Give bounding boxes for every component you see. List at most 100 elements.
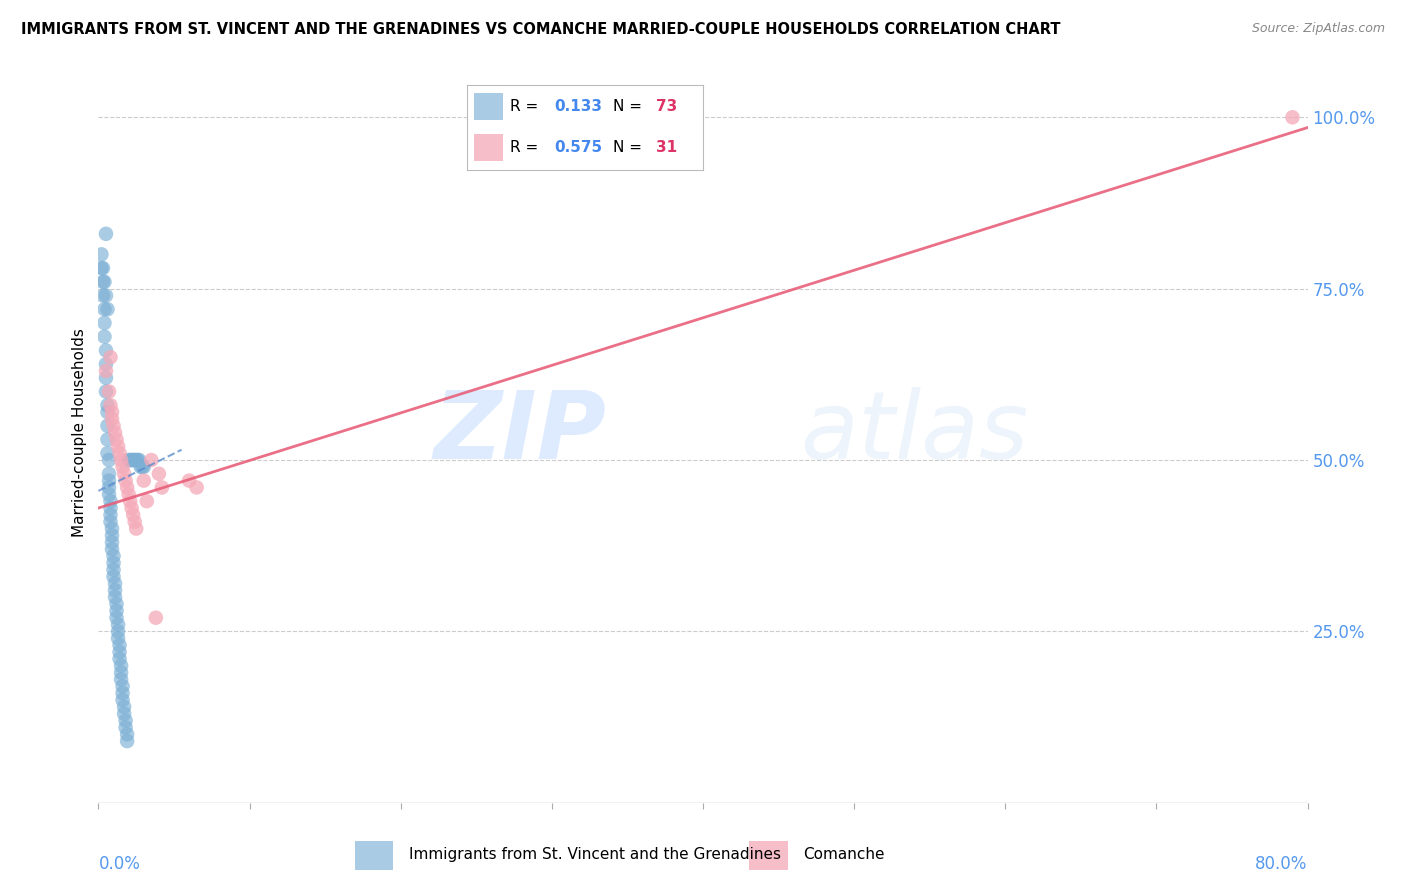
Point <box>111 693 134 707</box>
Point <box>125 522 148 536</box>
Point <box>93 329 115 343</box>
Point <box>105 597 128 611</box>
Text: Source: ZipAtlas.com: Source: ZipAtlas.com <box>1251 22 1385 36</box>
Point <box>101 522 124 536</box>
Point <box>94 343 117 358</box>
Text: 80.0%: 80.0% <box>1256 855 1308 872</box>
Point <box>96 418 118 433</box>
Point <box>96 433 118 447</box>
Point <box>110 665 132 680</box>
Point <box>110 658 132 673</box>
Point <box>132 459 155 474</box>
Point <box>103 418 125 433</box>
Point <box>91 288 114 302</box>
Point <box>107 439 129 453</box>
Point <box>110 673 132 687</box>
Point <box>98 467 121 481</box>
Point <box>125 453 148 467</box>
Point <box>98 480 121 494</box>
Text: ZIP: ZIP <box>433 386 606 479</box>
Point <box>107 624 129 639</box>
Point <box>98 453 121 467</box>
Point <box>94 371 117 385</box>
Point <box>98 384 121 399</box>
Point <box>100 515 122 529</box>
Point <box>115 734 138 748</box>
Point <box>100 501 122 516</box>
Point <box>127 453 149 467</box>
Point <box>112 467 135 481</box>
Point <box>104 425 127 440</box>
Point <box>96 398 118 412</box>
Point <box>108 638 131 652</box>
Point <box>118 453 141 467</box>
Point <box>145 610 167 624</box>
Point <box>128 453 150 467</box>
Point <box>1281 110 1303 124</box>
Point <box>120 453 142 467</box>
Point <box>132 474 155 488</box>
Point <box>118 487 141 501</box>
Point <box>93 302 115 317</box>
Point <box>96 446 118 460</box>
Point <box>112 706 135 721</box>
Point <box>94 357 117 371</box>
Point <box>100 508 122 522</box>
Point <box>100 350 122 364</box>
Point <box>103 569 125 583</box>
Point <box>101 542 124 557</box>
Point <box>111 679 134 693</box>
Point <box>108 645 131 659</box>
Point <box>90 247 112 261</box>
Point <box>124 453 146 467</box>
Point <box>107 617 129 632</box>
Point <box>186 480 208 494</box>
Point <box>103 556 125 570</box>
Point <box>107 632 129 646</box>
Point <box>101 535 124 549</box>
Point <box>148 467 170 481</box>
Point <box>141 453 163 467</box>
Point <box>101 412 124 426</box>
Point <box>103 563 125 577</box>
Point <box>93 275 115 289</box>
Point <box>90 261 112 276</box>
Text: atlas: atlas <box>800 387 1028 478</box>
Point <box>101 405 124 419</box>
Point <box>112 699 135 714</box>
Point <box>115 727 138 741</box>
Point <box>96 405 118 419</box>
Point <box>104 590 127 604</box>
Point <box>104 583 127 598</box>
Point <box>111 686 134 700</box>
Point <box>98 474 121 488</box>
Point <box>114 720 136 734</box>
Point <box>129 459 152 474</box>
Point <box>94 288 117 302</box>
Point <box>122 508 145 522</box>
Point <box>124 515 146 529</box>
Point <box>105 610 128 624</box>
Point <box>131 459 153 474</box>
Text: IMMIGRANTS FROM ST. VINCENT AND THE GRENADINES VS COMANCHE MARRIED-COUPLE HOUSEH: IMMIGRANTS FROM ST. VINCENT AND THE GREN… <box>21 22 1060 37</box>
Point <box>115 480 138 494</box>
Point <box>121 501 143 516</box>
Point <box>108 652 131 666</box>
Point <box>91 275 114 289</box>
Text: 0.0%: 0.0% <box>98 855 141 872</box>
Point <box>108 446 131 460</box>
Point <box>105 433 128 447</box>
Point <box>96 302 118 317</box>
Point <box>114 714 136 728</box>
Point <box>121 453 143 467</box>
Point <box>98 487 121 501</box>
Point <box>94 227 117 241</box>
Point <box>93 316 115 330</box>
Point <box>110 453 132 467</box>
Point <box>111 459 134 474</box>
Point <box>120 494 142 508</box>
Point <box>105 604 128 618</box>
Point <box>150 480 173 494</box>
Y-axis label: Married-couple Households: Married-couple Households <box>72 328 87 537</box>
Point <box>103 549 125 563</box>
